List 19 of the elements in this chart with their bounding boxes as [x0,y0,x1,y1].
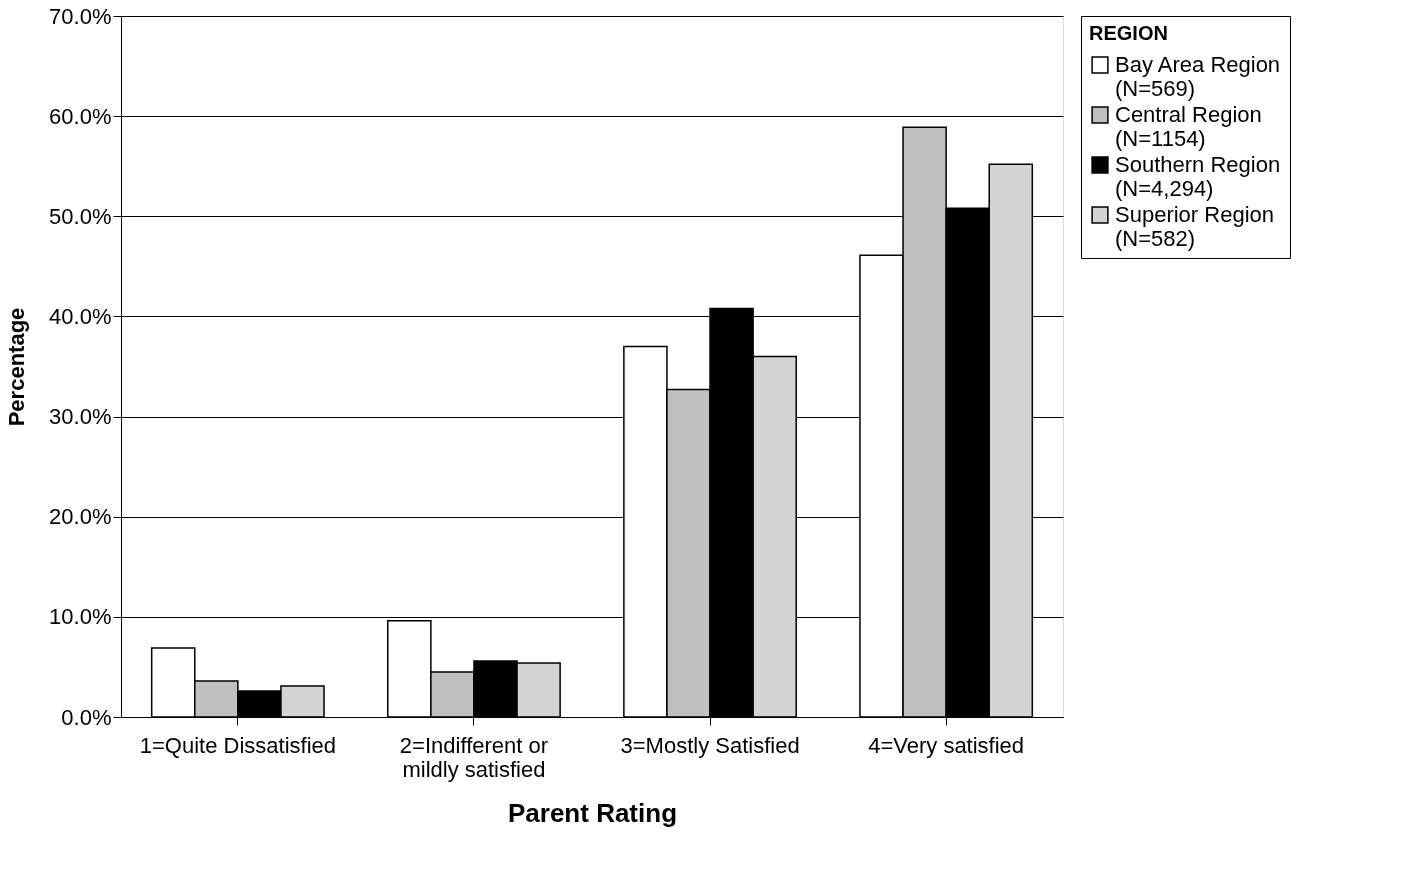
y-tick-label: 40.0% [49,303,112,329]
x-axis-title: Parent Rating [507,797,678,828]
legend-label: Bay Area Region (N=569) [1115,52,1281,101]
x-tick-label: 1=Quite Dissatisfied [139,732,336,758]
y-tick-label: 30.0% [49,404,112,430]
y-tick-label: 60.0% [49,103,112,129]
legend-title: REGION [1089,22,1168,44]
legend-label: Central Region (N=1154) [1115,102,1262,151]
x-tick-label: 4=Very satisfied [868,732,1025,758]
y-axis-title: Percentage [4,307,30,427]
y-tick-label: 20.0% [49,504,112,530]
y-tick-label: 10.0% [49,604,112,630]
legend-label: Superior Region (N=582) [1115,202,1274,251]
legend-label: Southern Region (N=4,294) [1115,152,1281,201]
y-tick-label: 0.0% [61,704,112,730]
x-tick-label: 2=Indifferent or mildly satisfied [399,732,549,782]
y-tick-label: 50.0% [49,203,112,229]
y-tick-label: 70.0% [49,3,112,29]
x-tick-label: 3=Mostly Satisfied [620,732,800,758]
